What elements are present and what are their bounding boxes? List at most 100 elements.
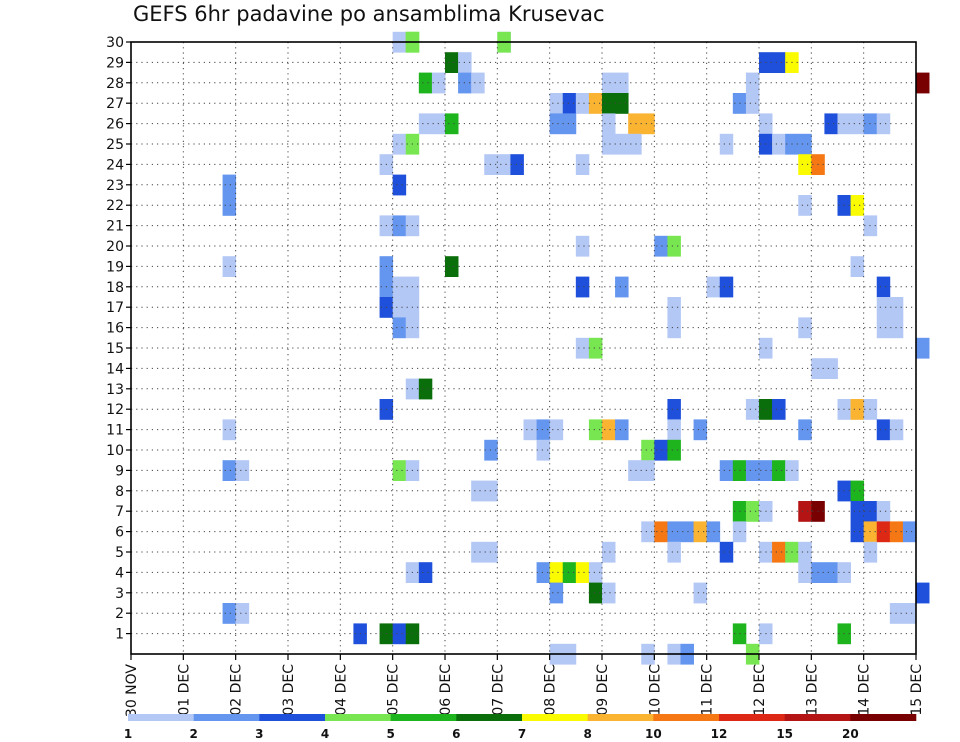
legend-swatch xyxy=(653,714,720,721)
x-tick-label: 09 DEC xyxy=(595,664,611,716)
legend-label: 20 xyxy=(842,727,859,741)
precip-cell xyxy=(471,72,485,94)
y-tick-label: 26 xyxy=(106,117,124,133)
legend-label: 12 xyxy=(711,727,728,741)
precip-cell xyxy=(523,419,537,441)
legend-label: 10 xyxy=(645,727,662,741)
precip-cell xyxy=(235,603,250,624)
precip-cell xyxy=(602,419,616,441)
precip-cell xyxy=(850,501,865,522)
precip-cell xyxy=(693,582,708,604)
precip-cell xyxy=(392,174,407,196)
precip-cell xyxy=(628,113,642,135)
precip-cell xyxy=(392,276,407,298)
precip-cell xyxy=(549,93,564,114)
legend-swatch xyxy=(259,714,326,721)
precip-cell xyxy=(392,215,407,237)
y-tick-label: 19 xyxy=(106,259,124,275)
legend-swatch xyxy=(390,714,457,721)
legend-label: 5 xyxy=(386,727,394,741)
color-legend: 1 2 3 4 5 6 7 8 10 12 15 20 xyxy=(124,714,917,741)
y-tick-label: 21 xyxy=(106,219,124,235)
precip-cell xyxy=(850,521,865,543)
precip-cell xyxy=(588,337,603,359)
precip-cell xyxy=(772,133,786,155)
precip-cell xyxy=(772,460,786,481)
precip-cell xyxy=(641,113,655,135)
legend-label: 6 xyxy=(452,727,460,741)
precip-cell xyxy=(641,460,655,481)
precip-cell xyxy=(549,419,564,441)
precip-cell xyxy=(445,52,459,73)
y-tick-label: 1 xyxy=(115,627,124,643)
precip-cell xyxy=(562,113,577,135)
cell-layer xyxy=(222,31,930,665)
legend-label: 7 xyxy=(518,727,526,741)
x-tick-label: 05 DEC xyxy=(386,664,402,716)
precip-cell xyxy=(602,133,616,155)
y-tick-label: 16 xyxy=(106,321,124,337)
precip-cell xyxy=(916,337,930,359)
precip-cell xyxy=(641,521,655,543)
y-tick-label: 22 xyxy=(106,198,124,214)
precip-cell xyxy=(615,276,629,298)
precip-cell xyxy=(850,195,865,216)
precip-cell xyxy=(745,460,760,481)
precip-cell xyxy=(798,562,812,583)
precip-cell xyxy=(667,317,681,339)
x-tick-label: 11 DEC xyxy=(700,664,716,716)
legend-swatch xyxy=(128,714,194,721)
precip-cell xyxy=(549,113,564,135)
x-tick-label: 08 DEC xyxy=(543,664,559,716)
precip-cell xyxy=(392,297,407,318)
precip-cell xyxy=(510,154,524,175)
precip-cell xyxy=(798,195,812,216)
legend-label: 1 xyxy=(124,727,132,741)
precip-cell xyxy=(902,521,917,543)
legend-swatch xyxy=(587,714,654,721)
precip-cell xyxy=(575,154,590,175)
precip-cell xyxy=(471,480,485,502)
legend-label: 2 xyxy=(189,727,197,741)
precip-cell xyxy=(588,582,603,604)
precip-cell xyxy=(575,276,590,298)
legend-label: 3 xyxy=(255,727,263,741)
precip-cell xyxy=(628,133,642,155)
precip-cell xyxy=(588,419,603,441)
axes: 1234567891011121314151617181920212223242… xyxy=(106,35,925,717)
x-tick-label: 12 DEC xyxy=(752,664,768,716)
x-tick-label: 01 DEC xyxy=(176,664,192,716)
precip-cell xyxy=(772,52,786,73)
precip-cell xyxy=(667,541,681,563)
precip-cell xyxy=(654,439,668,461)
precip-cell xyxy=(798,541,812,563)
precip-cell xyxy=(602,93,616,114)
precip-cell xyxy=(471,541,485,563)
precip-cell xyxy=(536,439,551,461)
precip-cell xyxy=(235,460,250,481)
legend-swatch xyxy=(784,714,851,721)
precip-cell xyxy=(850,480,865,502)
precip-cell xyxy=(654,235,668,257)
precip-cell xyxy=(602,582,616,604)
x-tick-label: 14 DEC xyxy=(857,664,873,716)
legend-swatch xyxy=(325,714,391,721)
legend-label: 15 xyxy=(776,727,793,741)
y-tick-label: 8 xyxy=(115,484,124,500)
precip-cell xyxy=(562,93,577,114)
y-tick-label: 6 xyxy=(115,525,124,541)
y-tick-label: 18 xyxy=(106,280,124,296)
precip-cell xyxy=(222,460,237,481)
y-tick-label: 5 xyxy=(115,545,124,561)
x-tick-label: 07 DEC xyxy=(490,664,506,716)
precip-cell xyxy=(798,501,812,522)
y-tick-label: 17 xyxy=(106,300,124,316)
precip-cell xyxy=(445,113,459,135)
legend-swatch xyxy=(456,714,523,721)
x-tick-label: 03 DEC xyxy=(281,664,297,716)
x-tick-label: 04 DEC xyxy=(333,664,349,716)
precip-cell xyxy=(798,419,812,441)
precip-cell xyxy=(654,521,668,543)
gridlines xyxy=(131,41,916,654)
